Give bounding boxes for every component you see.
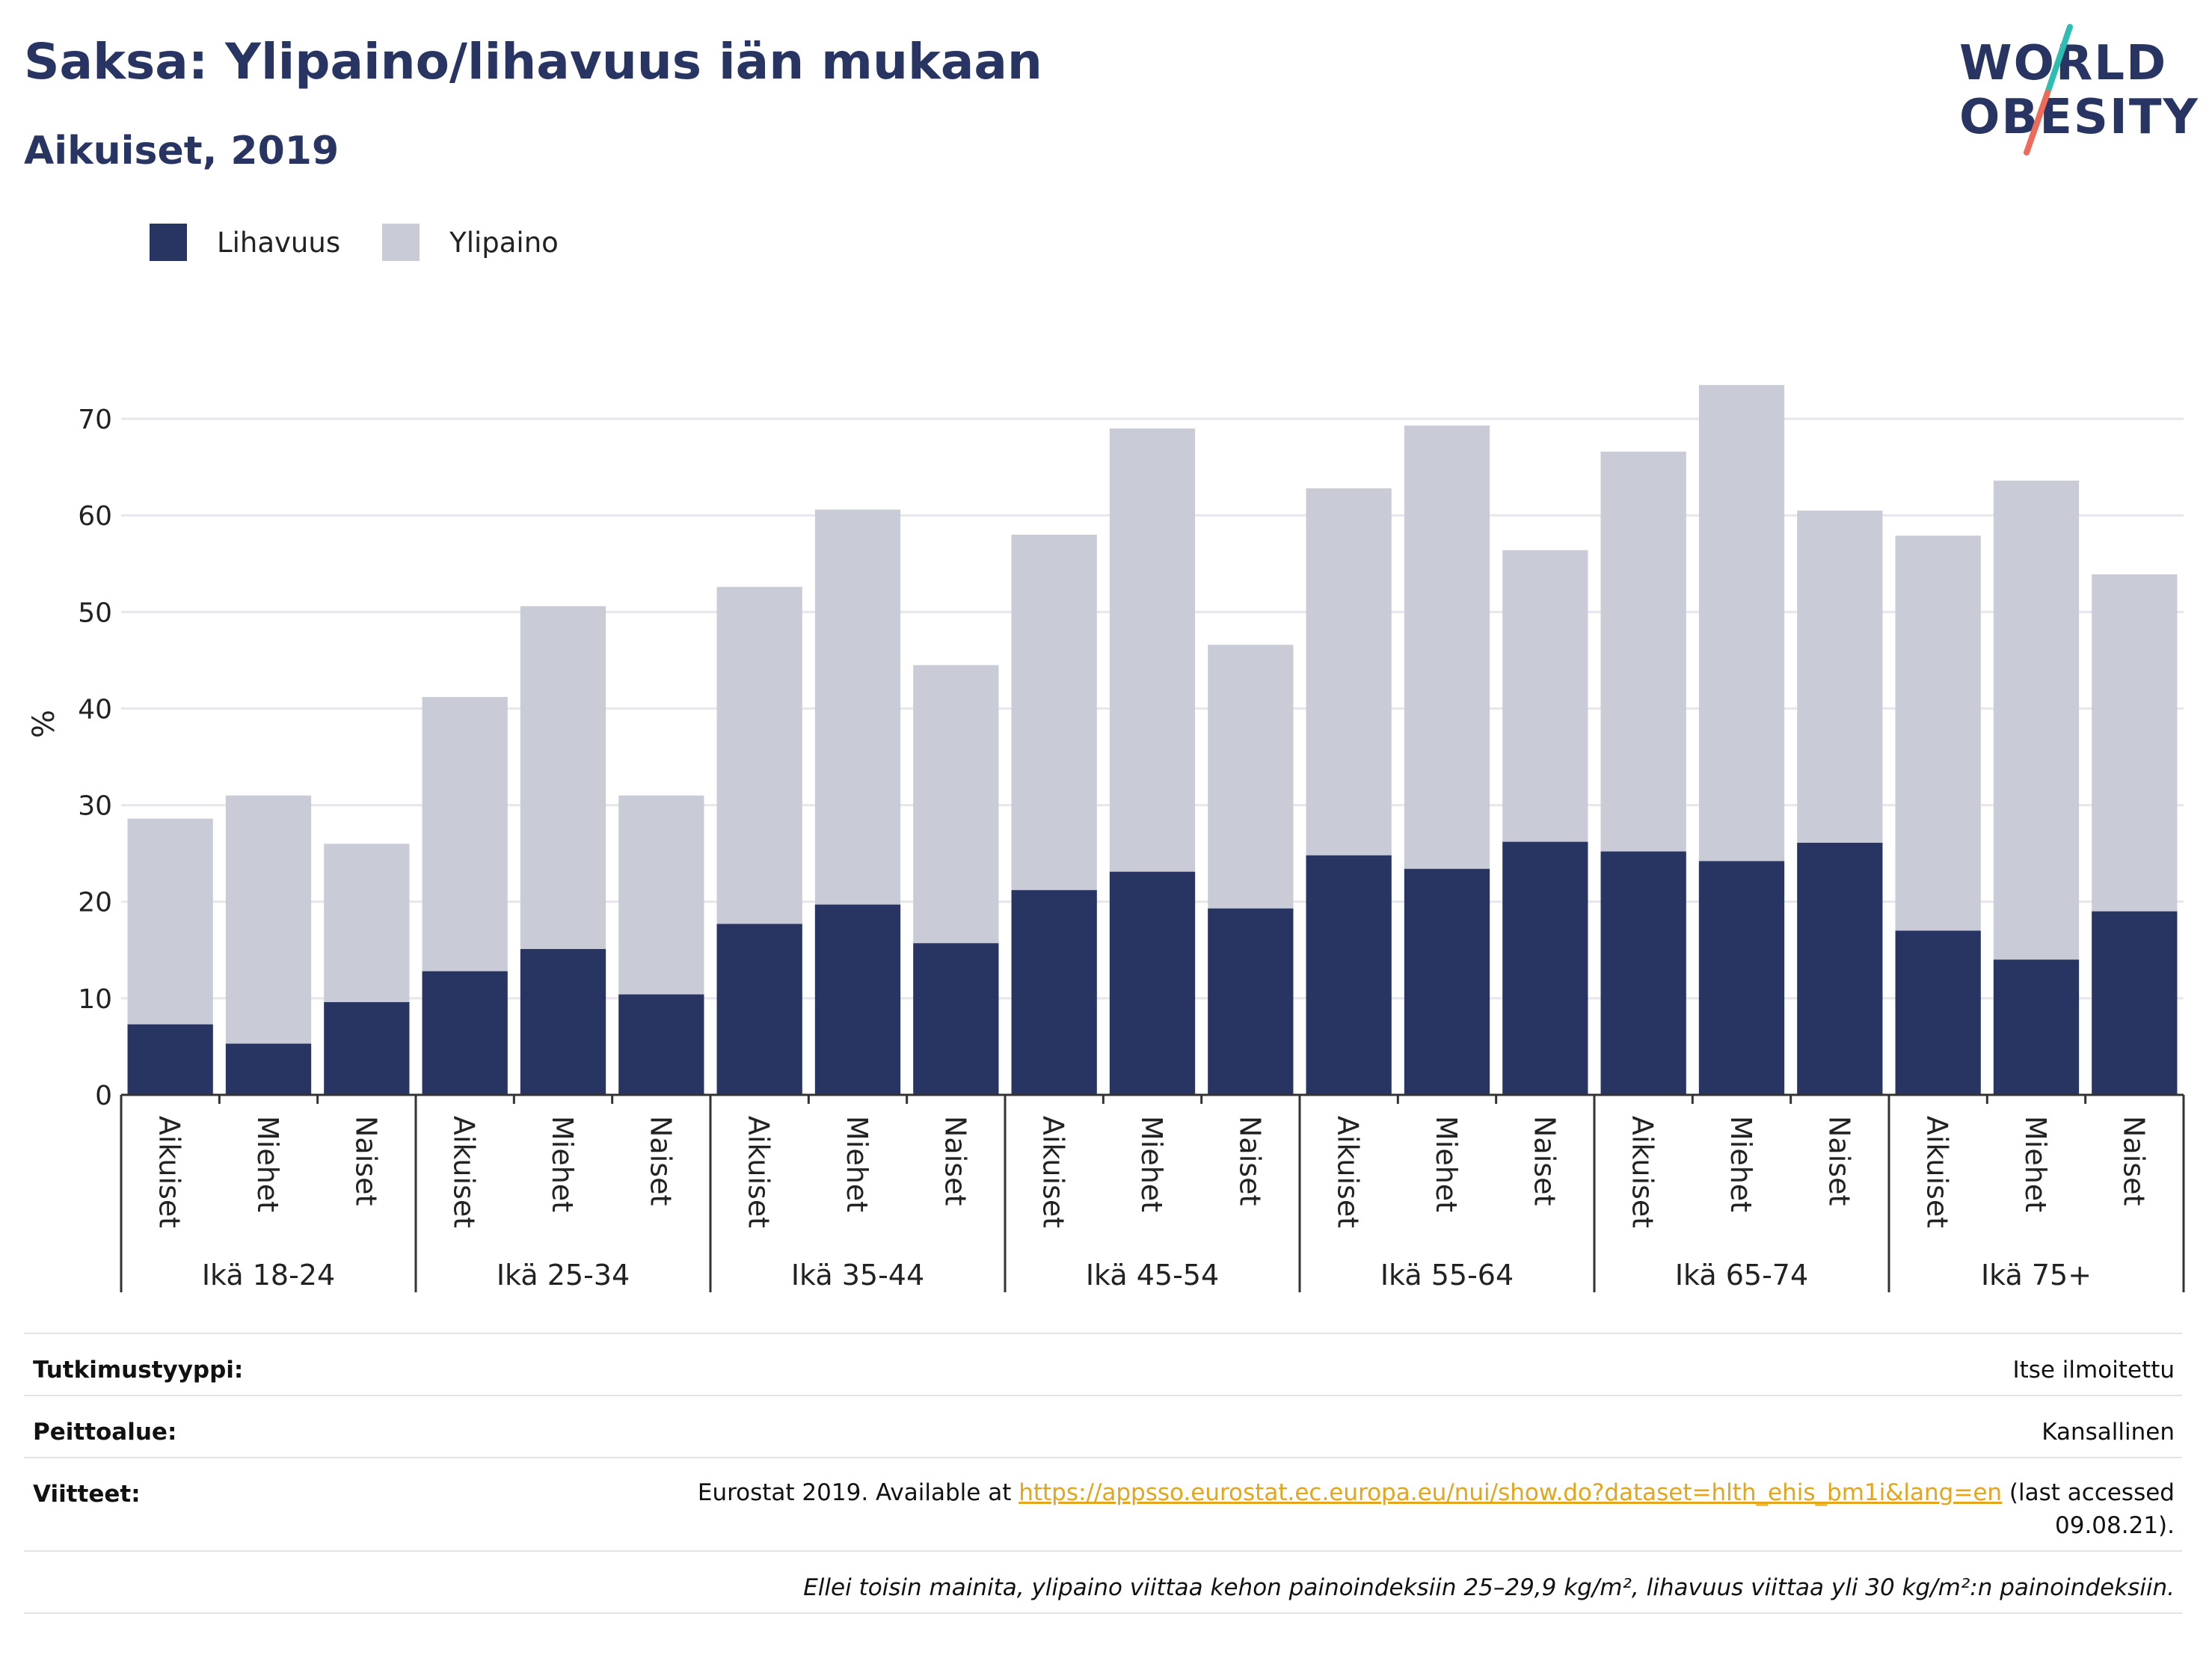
legend-swatch-overweight xyxy=(382,224,420,261)
bar-obesity[interactable] xyxy=(1109,871,1196,1095)
bar-obesity[interactable] xyxy=(1993,959,2080,1095)
world-obesity-logo: WORLD OBESITY xyxy=(1959,24,2199,156)
bar-obesity[interactable] xyxy=(520,948,606,1095)
y-tick-label: 40 xyxy=(78,694,112,725)
bar-obesity[interactable] xyxy=(1797,842,1883,1095)
footer-row-refs: Viitteet: Eurostat 2019. Available at ht… xyxy=(24,1457,2182,1550)
refs-suffix-2: 09.08.21). xyxy=(2055,1512,2175,1539)
y-axis-label: % xyxy=(27,710,61,738)
legend-label-overweight: Ylipaino xyxy=(449,226,559,259)
y-tick-label: 10 xyxy=(78,984,112,1015)
bar-obesity[interactable] xyxy=(913,943,999,1095)
bar-obesity[interactable] xyxy=(814,904,901,1095)
x-category-label: Miehet xyxy=(1430,1116,1463,1212)
bar-obesity[interactable] xyxy=(422,971,508,1095)
x-category-label: Aikuiset xyxy=(1332,1116,1365,1228)
refs-suffix-1: (last accessed xyxy=(2002,1479,2175,1506)
footer-row-coverage: Peittoalue: Kansallinen xyxy=(24,1395,2182,1457)
x-group-label: Ikä 65-74 xyxy=(1675,1259,1808,1292)
chart-footer: Tutkimustyyppi: Itse ilmoitettu Peittoal… xyxy=(24,1333,2182,1614)
bar-obesity[interactable] xyxy=(324,1002,410,1095)
bar-obesity[interactable] xyxy=(1011,890,1097,1095)
logo-slash-teal-icon xyxy=(2044,24,2073,96)
bar-obesity[interactable] xyxy=(716,924,802,1095)
bar-obesity[interactable] xyxy=(1895,930,1981,1095)
x-category-label: Aikuiset xyxy=(743,1116,775,1228)
legend-item-obesity[interactable]: Lihavuus xyxy=(150,224,340,261)
x-category-label: Naiset xyxy=(349,1116,382,1206)
bars-layer xyxy=(127,384,2178,1095)
x-category-label: Naiset xyxy=(1528,1116,1561,1206)
footer-row-note: Ellei toisin mainita, ylipaino viittaa k… xyxy=(24,1550,2182,1614)
chart-title: Saksa: Ylipaino/lihavuus iän mukaan xyxy=(24,33,1042,90)
survey-value: Itse ilmoitettu xyxy=(2012,1357,2175,1384)
x-category-label: Aikuiset xyxy=(1921,1116,1954,1228)
bar-obesity[interactable] xyxy=(127,1024,213,1095)
x-category-label: Miehet xyxy=(251,1116,284,1212)
bar-obesity[interactable] xyxy=(1698,861,1785,1095)
x-group-label: Ikä 18-24 xyxy=(202,1259,335,1292)
x-category-label: Miehet xyxy=(841,1116,873,1212)
y-tick-label: 20 xyxy=(78,888,112,918)
logo-slash-coral-icon xyxy=(2024,90,2050,156)
refs-label: Viitteet: xyxy=(33,1481,141,1508)
bar-obesity[interactable] xyxy=(1208,908,1294,1095)
logo-line2: OBESITY xyxy=(1959,90,2199,145)
bar-obesity[interactable] xyxy=(1404,868,1490,1095)
y-tick-label: 60 xyxy=(78,501,112,532)
bar-obesity[interactable] xyxy=(2092,911,2178,1095)
x-category-label: Miehet xyxy=(1135,1116,1168,1212)
x-category-label: Miehet xyxy=(1724,1116,1757,1212)
y-tick-label: 30 xyxy=(78,791,112,822)
chart-subtitle: Aikuiset, 2019 xyxy=(24,129,340,174)
bar-obesity[interactable] xyxy=(1502,841,1588,1095)
refs-link[interactable]: https://appsso.eurostat.ec.europa.eu/nui… xyxy=(1019,1479,2003,1506)
bar-obesity[interactable] xyxy=(1600,851,1686,1095)
x-group-label: Ikä 75+ xyxy=(1981,1259,2092,1292)
y-tick-label: 70 xyxy=(78,405,112,435)
bar-obesity[interactable] xyxy=(225,1043,312,1095)
y-tick-label: 0 xyxy=(95,1081,112,1111)
x-category-label: Aikuiset xyxy=(448,1116,481,1228)
x-category-label: Naiset xyxy=(2117,1116,2150,1206)
chart-legend: Lihavuus Ylipaino xyxy=(150,221,600,263)
x-category-label: Aikuiset xyxy=(1037,1116,1070,1228)
bar-obesity[interactable] xyxy=(1306,855,1392,1095)
axis-layer: 0 10 20 30 40 50 60 70 Aikuiset Miehet Naiset Ikä 1… xyxy=(78,405,2185,1292)
x-group-label: Ikä 45-54 xyxy=(1086,1259,1219,1292)
coverage-label: Peittoalue: xyxy=(33,1419,177,1446)
x-category-label: Miehet xyxy=(546,1116,579,1212)
legend-label-obesity: Lihavuus xyxy=(217,226,341,259)
refs-prefix: Eurostat 2019. Available at xyxy=(697,1479,1019,1506)
footer-row-survey: Tutkimustyyppi: Itse ilmoitettu xyxy=(24,1333,2182,1395)
survey-label: Tutkimustyyppi: xyxy=(33,1357,244,1384)
x-category-label: Naiset xyxy=(1233,1116,1266,1206)
bar-obesity[interactable] xyxy=(618,994,704,1095)
refs-value: Eurostat 2019. Available at https://apps… xyxy=(698,1476,2175,1550)
footer-note: Ellei toisin mainita, ylipaino viittaa k… xyxy=(803,1574,2175,1601)
x-category-label: Naiset xyxy=(644,1116,677,1206)
x-category-label: Miehet xyxy=(2019,1116,2052,1212)
bar-chart: 0 10 20 30 40 50 60 70 Aikuiset Miehet Naiset Ikä 1… xyxy=(27,384,2185,1292)
x-group-label: Ikä 55-64 xyxy=(1380,1259,1514,1292)
legend-swatch-obesity xyxy=(150,224,187,261)
coverage-value: Kansallinen xyxy=(2042,1419,2175,1446)
legend-item-overweight[interactable]: Ylipaino xyxy=(382,224,559,261)
y-tick-label: 50 xyxy=(78,598,112,628)
x-group-label: Ikä 25-34 xyxy=(497,1259,630,1292)
x-category-label: Aikuiset xyxy=(153,1116,186,1228)
x-category-label: Naiset xyxy=(1822,1116,1855,1206)
x-category-label: Naiset xyxy=(938,1116,971,1206)
x-group-label: Ikä 35-44 xyxy=(791,1259,924,1292)
x-category-label: Aikuiset xyxy=(1626,1116,1659,1228)
